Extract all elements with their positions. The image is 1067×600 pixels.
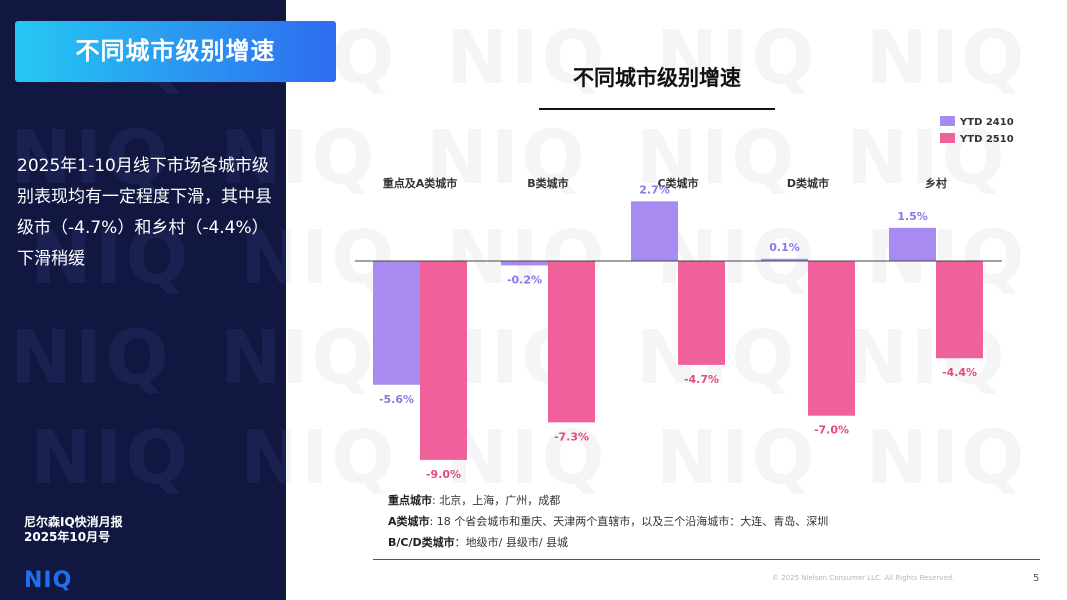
- legend-swatch: [940, 116, 955, 126]
- bar-ytd2510: [548, 261, 595, 423]
- bar-ytd2510: [678, 261, 725, 365]
- note-text: : 北京，上海，广州，成都: [432, 494, 561, 507]
- bar-ytd2410: [373, 261, 420, 385]
- data-label: -7.3%: [554, 430, 589, 443]
- notes: 重点城市: 北京，上海，广州，成都 A类城市: 18 个省会城市和重庆、天津两个…: [388, 490, 828, 553]
- legend-label: YTD 2510: [959, 134, 1014, 145]
- category-label: 乡村: [925, 176, 947, 190]
- bar-ytd2510: [936, 261, 983, 359]
- note-line: A类城市: 18 个省会城市和重庆、天津两个直辖市，以及三个沿海城市：大连、青岛…: [388, 511, 828, 532]
- note-key: 重点城市: [388, 494, 432, 507]
- chart-title: 不同城市级别增速: [573, 66, 741, 90]
- bar-ytd2410: [631, 201, 678, 261]
- summary-text: 2025年1-10月线下市场各城市级别表现均有一定程度下滑，其中县级市（-4.7…: [17, 156, 272, 269]
- data-label: -4.4%: [942, 366, 977, 379]
- bar-ytd2510: [420, 261, 467, 460]
- footer-divider: [373, 559, 1040, 560]
- bar-ytd2510: [808, 261, 855, 416]
- bar-ytd2410: [501, 261, 548, 266]
- data-label: 1.5%: [897, 210, 928, 223]
- note-line: 重点城市: 北京，上海，广州，成都: [388, 490, 828, 511]
- data-label: -7.0%: [814, 424, 849, 437]
- category-label: C类城市: [657, 176, 698, 190]
- category-label: 重点及A类城市: [383, 176, 458, 190]
- data-label: -5.6%: [379, 393, 414, 406]
- data-label: -9.0%: [426, 468, 461, 481]
- title-underline: [539, 108, 775, 110]
- legend-label: YTD 2410: [959, 117, 1014, 128]
- legend-swatch: [940, 133, 955, 143]
- note-key: B/C/D类城市: [388, 536, 455, 549]
- category-label: B类城市: [527, 176, 568, 190]
- note-text: ：地级市/ 县级市/ 县城: [454, 536, 569, 549]
- sidebar-title: 不同城市级别增速: [75, 37, 276, 65]
- note-text: : 18 个省会城市和重庆、天津两个直辖市，以及三个沿海城市：大连、青岛、深圳: [429, 515, 829, 528]
- category-label: D类城市: [787, 176, 829, 190]
- sidebar-title-box: 不同城市级别增速: [15, 21, 336, 82]
- report-name: 尼尔森IQ快消月报: [24, 515, 123, 529]
- page-number: 5: [1033, 573, 1040, 584]
- note-key: A类城市: [388, 515, 430, 528]
- report-issue: 2025年10月号: [24, 530, 111, 544]
- data-label: -4.7%: [684, 373, 719, 386]
- copyright-text: © 2025 Nielsen Consumer LLC. All Rights …: [772, 574, 955, 582]
- note-line: B/C/D类城市：地级市/ 县级市/ 县城: [388, 532, 828, 553]
- report-info: 尼尔森IQ快消月报 2025年10月号: [24, 515, 123, 545]
- data-label: 2.7%: [639, 183, 670, 196]
- data-label: 0.1%: [769, 241, 800, 254]
- niq-logo: NIQ: [24, 568, 73, 593]
- bar-ytd2410: [761, 258, 808, 261]
- bar-ytd2410: [889, 227, 936, 261]
- data-label: -0.2%: [507, 273, 542, 286]
